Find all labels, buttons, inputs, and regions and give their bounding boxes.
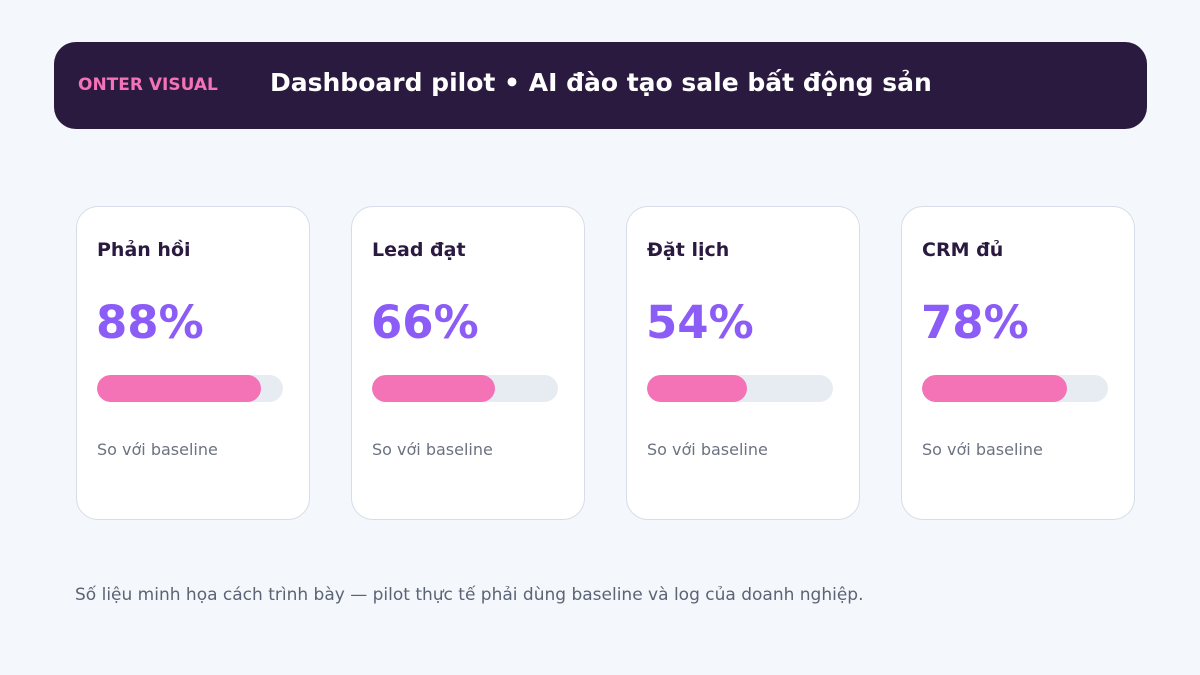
metric-label: Lead đạt — [372, 239, 466, 261]
metric-value: 88% — [96, 296, 204, 349]
metric-card-dat-lich: Đặt lịch 54% So với baseline — [626, 206, 860, 520]
progress-track — [922, 375, 1108, 402]
metric-value: 66% — [371, 296, 479, 349]
page-title: Dashboard pilot • AI đào tạo sale bất độ… — [270, 68, 932, 97]
metric-label: Phản hồi — [97, 239, 191, 261]
metric-note: So với baseline — [647, 440, 768, 459]
footnote: Số liệu minh họa cách trình bày — pilot … — [75, 585, 864, 605]
metric-card-phan-hoi: Phản hồi 88% So với baseline — [76, 206, 310, 520]
header-banner: ONTER VISUAL Dashboard pilot • AI đào tạ… — [54, 42, 1147, 129]
progress-fill — [97, 375, 261, 402]
progress-track — [97, 375, 283, 402]
metric-value: 54% — [646, 296, 754, 349]
progress-fill — [647, 375, 748, 402]
metric-label: Đặt lịch — [647, 239, 730, 261]
metric-label: CRM đủ — [922, 239, 1004, 261]
metric-card-crm-du: CRM đủ 78% So với baseline — [901, 206, 1135, 520]
progress-track — [647, 375, 833, 402]
progress-fill — [922, 375, 1068, 402]
metric-card-lead-dat: Lead đạt 66% So với baseline — [351, 206, 585, 520]
metric-note: So với baseline — [922, 440, 1043, 459]
metric-note: So với baseline — [372, 440, 493, 459]
metric-note: So với baseline — [97, 440, 218, 459]
progress-track — [372, 375, 558, 402]
progress-fill — [372, 375, 495, 402]
metric-value: 78% — [921, 296, 1029, 349]
brand-logo-text: ONTER VISUAL — [78, 75, 218, 95]
